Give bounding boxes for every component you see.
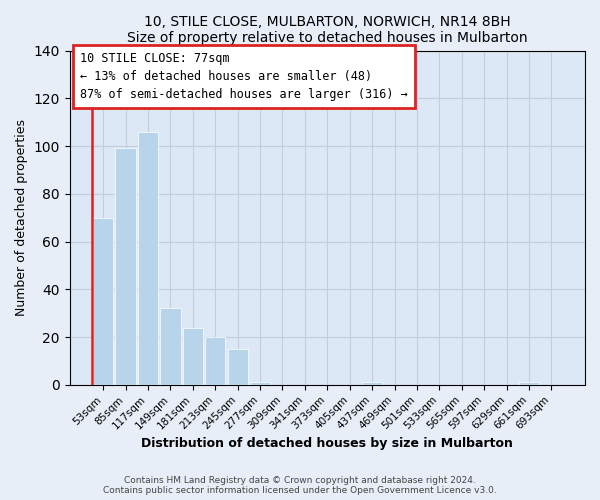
Y-axis label: Number of detached properties: Number of detached properties (15, 119, 28, 316)
Bar (160, 308, 181, 385)
Bar (93, 218, 113, 385)
Bar (138, 132, 158, 385)
Bar (115, 148, 136, 385)
Title: 10, STILE CLOSE, MULBARTON, NORWICH, NR14 8BH
Size of property relative to detac: 10, STILE CLOSE, MULBARTON, NORWICH, NR1… (127, 15, 527, 45)
Text: Contains HM Land Registry data © Crown copyright and database right 2024.
Contai: Contains HM Land Registry data © Crown c… (103, 476, 497, 495)
X-axis label: Distribution of detached houses by size in Mulbarton: Distribution of detached houses by size … (142, 437, 513, 450)
Bar (205, 337, 226, 385)
Bar (519, 382, 539, 385)
Bar (183, 328, 203, 385)
Bar (250, 382, 270, 385)
Text: 10 STILE CLOSE: 77sqm
← 13% of detached houses are smaller (48)
87% of semi-deta: 10 STILE CLOSE: 77sqm ← 13% of detached … (80, 52, 408, 101)
Bar (227, 349, 248, 385)
Bar (362, 382, 382, 385)
